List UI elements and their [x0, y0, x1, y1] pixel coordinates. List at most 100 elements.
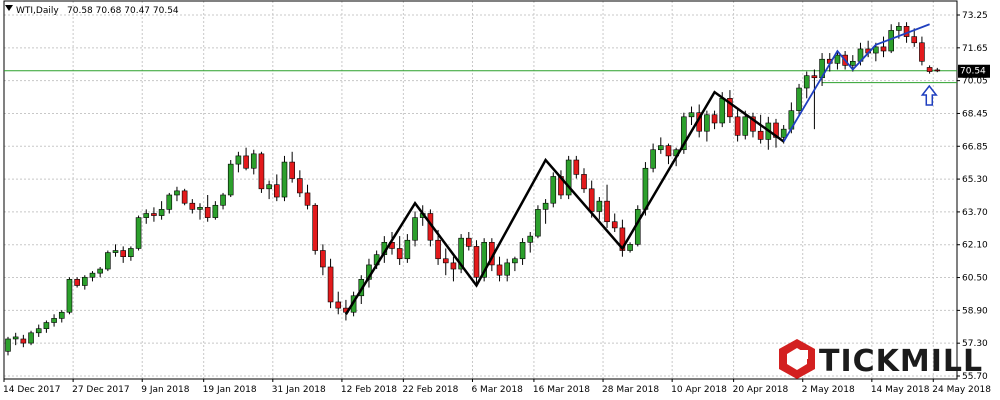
recent-wave-line [782, 23, 930, 142]
candle-body [28, 332, 34, 344]
candle [135, 215, 142, 251]
candle-body [496, 264, 503, 276]
zigzag-pattern [344, 23, 930, 315]
candle [197, 203, 203, 220]
candle [327, 258, 334, 309]
candle [66, 277, 73, 315]
candle [911, 28, 918, 47]
candle [105, 250, 111, 272]
candle-body [512, 258, 518, 264]
x-tick-label: 20 Apr 2018 [733, 385, 789, 395]
candle [650, 143, 656, 173]
candle-body [642, 167, 649, 210]
candle-body [550, 176, 557, 204]
candle [934, 67, 941, 73]
candle-body [189, 202, 196, 210]
x-tick-label: 10 Apr 2018 [671, 385, 727, 395]
candle [581, 168, 587, 193]
candle [58, 310, 65, 323]
candle [258, 151, 265, 193]
candle-body [120, 250, 126, 257]
time-axis: 14 Dec 2017 27 Dec 2017 9 Jan 2018 19 Jan 2… [3, 379, 991, 395]
candle-body [519, 241, 526, 260]
candle-body [704, 114, 710, 132]
candle-body [412, 217, 418, 241]
candle-body [158, 209, 165, 216]
candle [250, 149, 257, 175]
candle-body [681, 116, 687, 151]
candle [504, 258, 511, 282]
candle-body [273, 184, 280, 198]
candle [404, 234, 411, 263]
candle [919, 36, 925, 66]
candle-body [151, 213, 157, 216]
candle-body [227, 163, 234, 196]
candle [297, 170, 303, 198]
arrow-shape [920, 84, 938, 106]
candle-body [803, 75, 810, 89]
candle-body [212, 204, 219, 218]
y-tick-label: 57.30 [962, 339, 988, 349]
candle-body [204, 207, 211, 218]
candle [727, 90, 733, 123]
candle-body [312, 204, 319, 251]
candle-body [527, 235, 534, 243]
candle [181, 188, 188, 206]
candle-body [619, 227, 626, 251]
candle [5, 336, 11, 356]
candle-body [665, 145, 672, 157]
symbol-label: WTI,Daily [16, 6, 59, 16]
candle-body [197, 207, 203, 210]
candlestick-series [5, 22, 941, 356]
candle [304, 184, 311, 210]
candle-body [911, 36, 918, 44]
candle-body [258, 153, 265, 190]
candle [565, 155, 572, 200]
candle [519, 238, 526, 265]
candle-body [82, 276, 88, 286]
current-price-label: 70.54 [960, 67, 986, 77]
y-tick-label: 70.05 [962, 77, 988, 87]
candle [82, 275, 88, 290]
candle [112, 244, 119, 257]
candle [158, 201, 165, 220]
tickmill-logo: TICKMILL [779, 339, 982, 379]
candle [811, 69, 818, 130]
x-tick-label: 24 May 2018 [932, 385, 991, 395]
candle [657, 137, 664, 154]
candle-body [220, 194, 226, 206]
y-tick-label: 60.50 [962, 274, 988, 284]
candle [627, 242, 633, 253]
candle [412, 211, 418, 247]
candle [266, 180, 272, 200]
candle [312, 203, 319, 255]
candle [750, 112, 756, 138]
candle [481, 238, 487, 282]
x-tick-label: 6 Mar 2018 [471, 385, 523, 395]
x-tick-label: 12 Feb 2018 [341, 385, 397, 395]
candle [281, 155, 288, 202]
x-tick-label: 9 Jan 2018 [141, 385, 189, 395]
y-tick-label: 68.45 [962, 109, 988, 119]
candle-body [58, 311, 65, 319]
plot-frame [3, 0, 958, 380]
candle-body [320, 250, 326, 268]
candle [834, 50, 841, 70]
candle [235, 151, 242, 173]
y-tick-label: 58.90 [962, 306, 988, 316]
candle-body [473, 246, 480, 278]
y-tick-label: 66.85 [962, 142, 988, 152]
candle [711, 110, 718, 130]
x-tick-label: 14 Dec 2017 [3, 385, 61, 395]
candle-body [796, 87, 802, 111]
candle-body [650, 149, 656, 169]
candle [89, 271, 96, 282]
x-tick-label: 16 Mar 2018 [533, 385, 590, 395]
collapse-triangle-icon[interactable] [5, 5, 13, 11]
candle [527, 232, 534, 253]
candle [35, 324, 42, 337]
candle [757, 114, 764, 144]
candle [688, 106, 695, 126]
x-tick-label: 22 Feb 2018 [402, 385, 458, 395]
candle-body [281, 161, 288, 198]
